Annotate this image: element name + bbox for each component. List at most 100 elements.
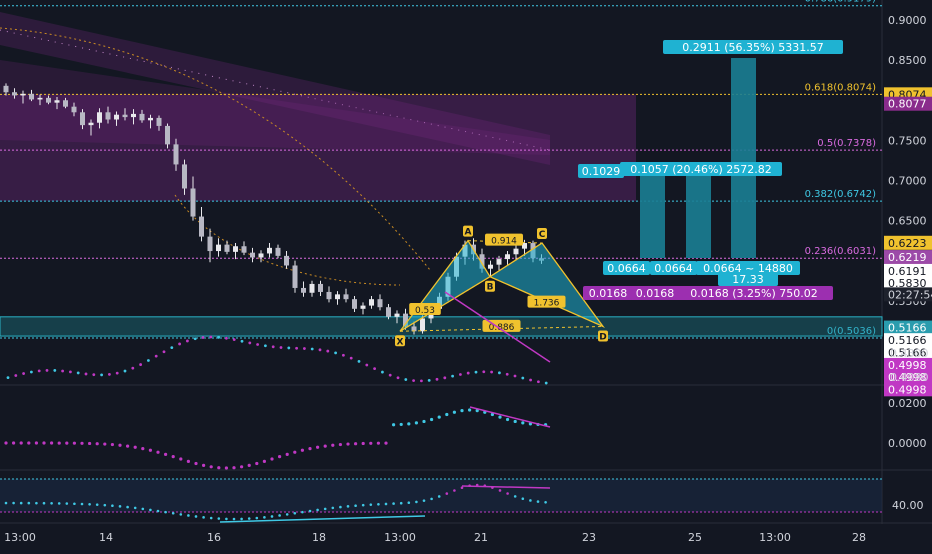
indicator-dot (544, 381, 548, 385)
rsi-dot (369, 503, 373, 506)
oscillator-dot (12, 441, 16, 445)
indicator-dot (201, 336, 205, 339)
measure-box-text: 0.1029 (582, 165, 621, 178)
price-tick-label: 0.8500 (888, 54, 927, 67)
candle-body (309, 283, 315, 293)
indicator-dot (474, 370, 478, 374)
candle-body (80, 112, 85, 126)
oscillator-dot (27, 441, 31, 445)
oscillator-dot (407, 422, 411, 426)
rsi-dot (126, 505, 129, 509)
oscillator-dot (506, 417, 510, 422)
time-axis (0, 524, 932, 550)
oscillator-dot (4, 441, 8, 445)
rsi-dot (141, 507, 145, 511)
price-tick-label: 0.7500 (888, 134, 927, 147)
projection-bar (731, 58, 756, 258)
ratio-label: 0.53 (415, 306, 435, 316)
ratio-badge (527, 295, 566, 308)
divergence-line (461, 485, 551, 489)
time-tick-label: 14 (99, 531, 113, 544)
oscillator-dot (118, 443, 122, 447)
candle-body (12, 92, 17, 96)
rsi-dot (521, 497, 525, 501)
target-zone (0, 316, 883, 337)
oscillator-dot (103, 442, 107, 446)
divergence-line (219, 515, 426, 523)
oscillator-dot (110, 442, 114, 447)
candle-body (207, 236, 213, 252)
divergence-line (444, 291, 551, 363)
measure-box (663, 40, 843, 54)
rsi-dot (80, 502, 84, 506)
rsi-dot (4, 501, 8, 505)
candle-body (369, 299, 374, 306)
pattern-point-badge (598, 330, 608, 342)
oscillator-dot (19, 441, 23, 445)
oscillator-dot (430, 417, 434, 422)
measure-box (630, 286, 680, 300)
pattern-point-label: D (599, 332, 606, 342)
rsi-dot (422, 499, 426, 502)
measure-box (620, 162, 782, 176)
indicator-dot (209, 335, 213, 339)
candle-body (122, 114, 128, 118)
indicator-dot (162, 350, 166, 354)
candle-body (233, 246, 238, 252)
indicator-dot (365, 363, 369, 367)
time-tick-label: 21 (474, 531, 488, 544)
candle-body (54, 100, 60, 103)
rsi-dot (209, 516, 213, 520)
time-tick-label: 25 (688, 531, 702, 544)
indicator-dot (139, 363, 143, 366)
candle-body (488, 264, 493, 269)
oscillator-dot (126, 444, 130, 448)
rsi-dot (156, 509, 160, 513)
price-label-bg (884, 235, 932, 250)
price-label: 0.4998 (888, 371, 927, 384)
indicator-dot (505, 372, 509, 376)
candle-body (267, 247, 272, 254)
rsi-dot (544, 500, 547, 504)
rsi-dot (293, 511, 297, 515)
oscillator-dot (247, 463, 251, 467)
candle-body (522, 243, 527, 249)
candle-body (156, 117, 162, 126)
rsi-dot (308, 509, 312, 513)
candle-body (326, 291, 332, 300)
indicator-dot (22, 372, 25, 375)
candle-body (173, 144, 179, 165)
oscillator-dot (392, 423, 396, 427)
candle-body (301, 287, 306, 293)
candle-body (63, 100, 68, 107)
price-tick-label: 0.6500 (888, 215, 927, 228)
oscillator-dot (369, 441, 373, 445)
indicator-dot (342, 353, 345, 357)
price-label: 0.5166 (888, 334, 927, 347)
rsi-dot (430, 497, 433, 501)
pattern-point-badge (463, 225, 473, 237)
indicator-dot (427, 378, 431, 382)
oscillator-dot (95, 442, 99, 446)
price-label-bg (884, 382, 932, 397)
fib-level-label: 0.382(0.6742) (805, 189, 877, 200)
curve-arc (0, 27, 431, 271)
oscillator-dot (194, 461, 198, 466)
rsi-dot (331, 506, 335, 510)
rsi-dot (171, 511, 175, 515)
indicator-dot (92, 373, 96, 377)
oscillator-dot (384, 441, 388, 445)
rsi-dot (118, 505, 122, 508)
indicator-dot (279, 346, 283, 349)
pattern-point-badge (395, 335, 405, 347)
price-label-bg (884, 345, 932, 360)
indicator-dot (537, 380, 540, 384)
price-label-bg (884, 250, 932, 265)
indicator-dot (69, 370, 72, 374)
rsi-dot (407, 501, 411, 505)
indicator-dot (115, 371, 119, 375)
candle-body (318, 283, 323, 292)
oscillator-dot (521, 421, 525, 425)
